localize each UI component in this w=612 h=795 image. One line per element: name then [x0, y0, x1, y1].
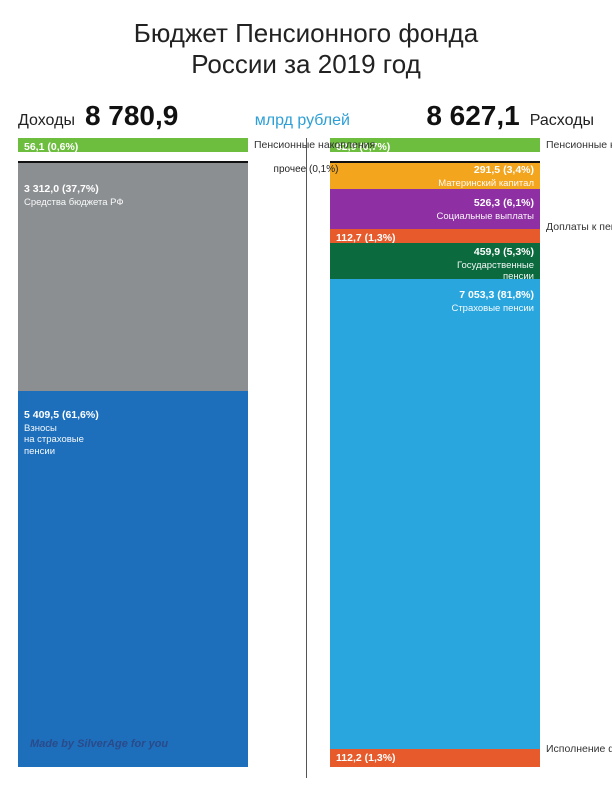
income-total: 8 780,9 [85, 100, 178, 132]
side-labels: Пенсионные накопления Пенсионные накоплен… [0, 138, 612, 778]
other-bar-left [18, 161, 248, 163]
title-line-1: Бюджет Пенсионного фонда [134, 18, 478, 48]
segment-side-label: Исполнение функций ПФР [546, 743, 612, 755]
other-bar-right [330, 161, 540, 163]
expense-label: Расходы [530, 112, 594, 130]
credit-text: Made by SilverAge for you [30, 738, 168, 750]
totals-row: Доходы 8 780,9 млрд рублей 8 627,1 Расхо… [0, 86, 612, 138]
segment-side-label: Доплаты к пенсии [546, 221, 612, 233]
chart-area: 56,1 (0,6%)3 312,0 (37,7%)Средства бюдже… [0, 138, 612, 778]
expense-total: 8 627,1 [426, 100, 519, 132]
segment-side-label: Пенсионные накопления [546, 139, 612, 151]
segment-side-label: Пенсионные накопления [254, 139, 375, 151]
title-line-2: России за 2019 год [191, 49, 421, 79]
page-title: Бюджет Пенсионного фонда России за 2019 … [0, 0, 612, 86]
income-label: Доходы [18, 112, 75, 130]
unit-label: млрд рублей [255, 112, 350, 130]
